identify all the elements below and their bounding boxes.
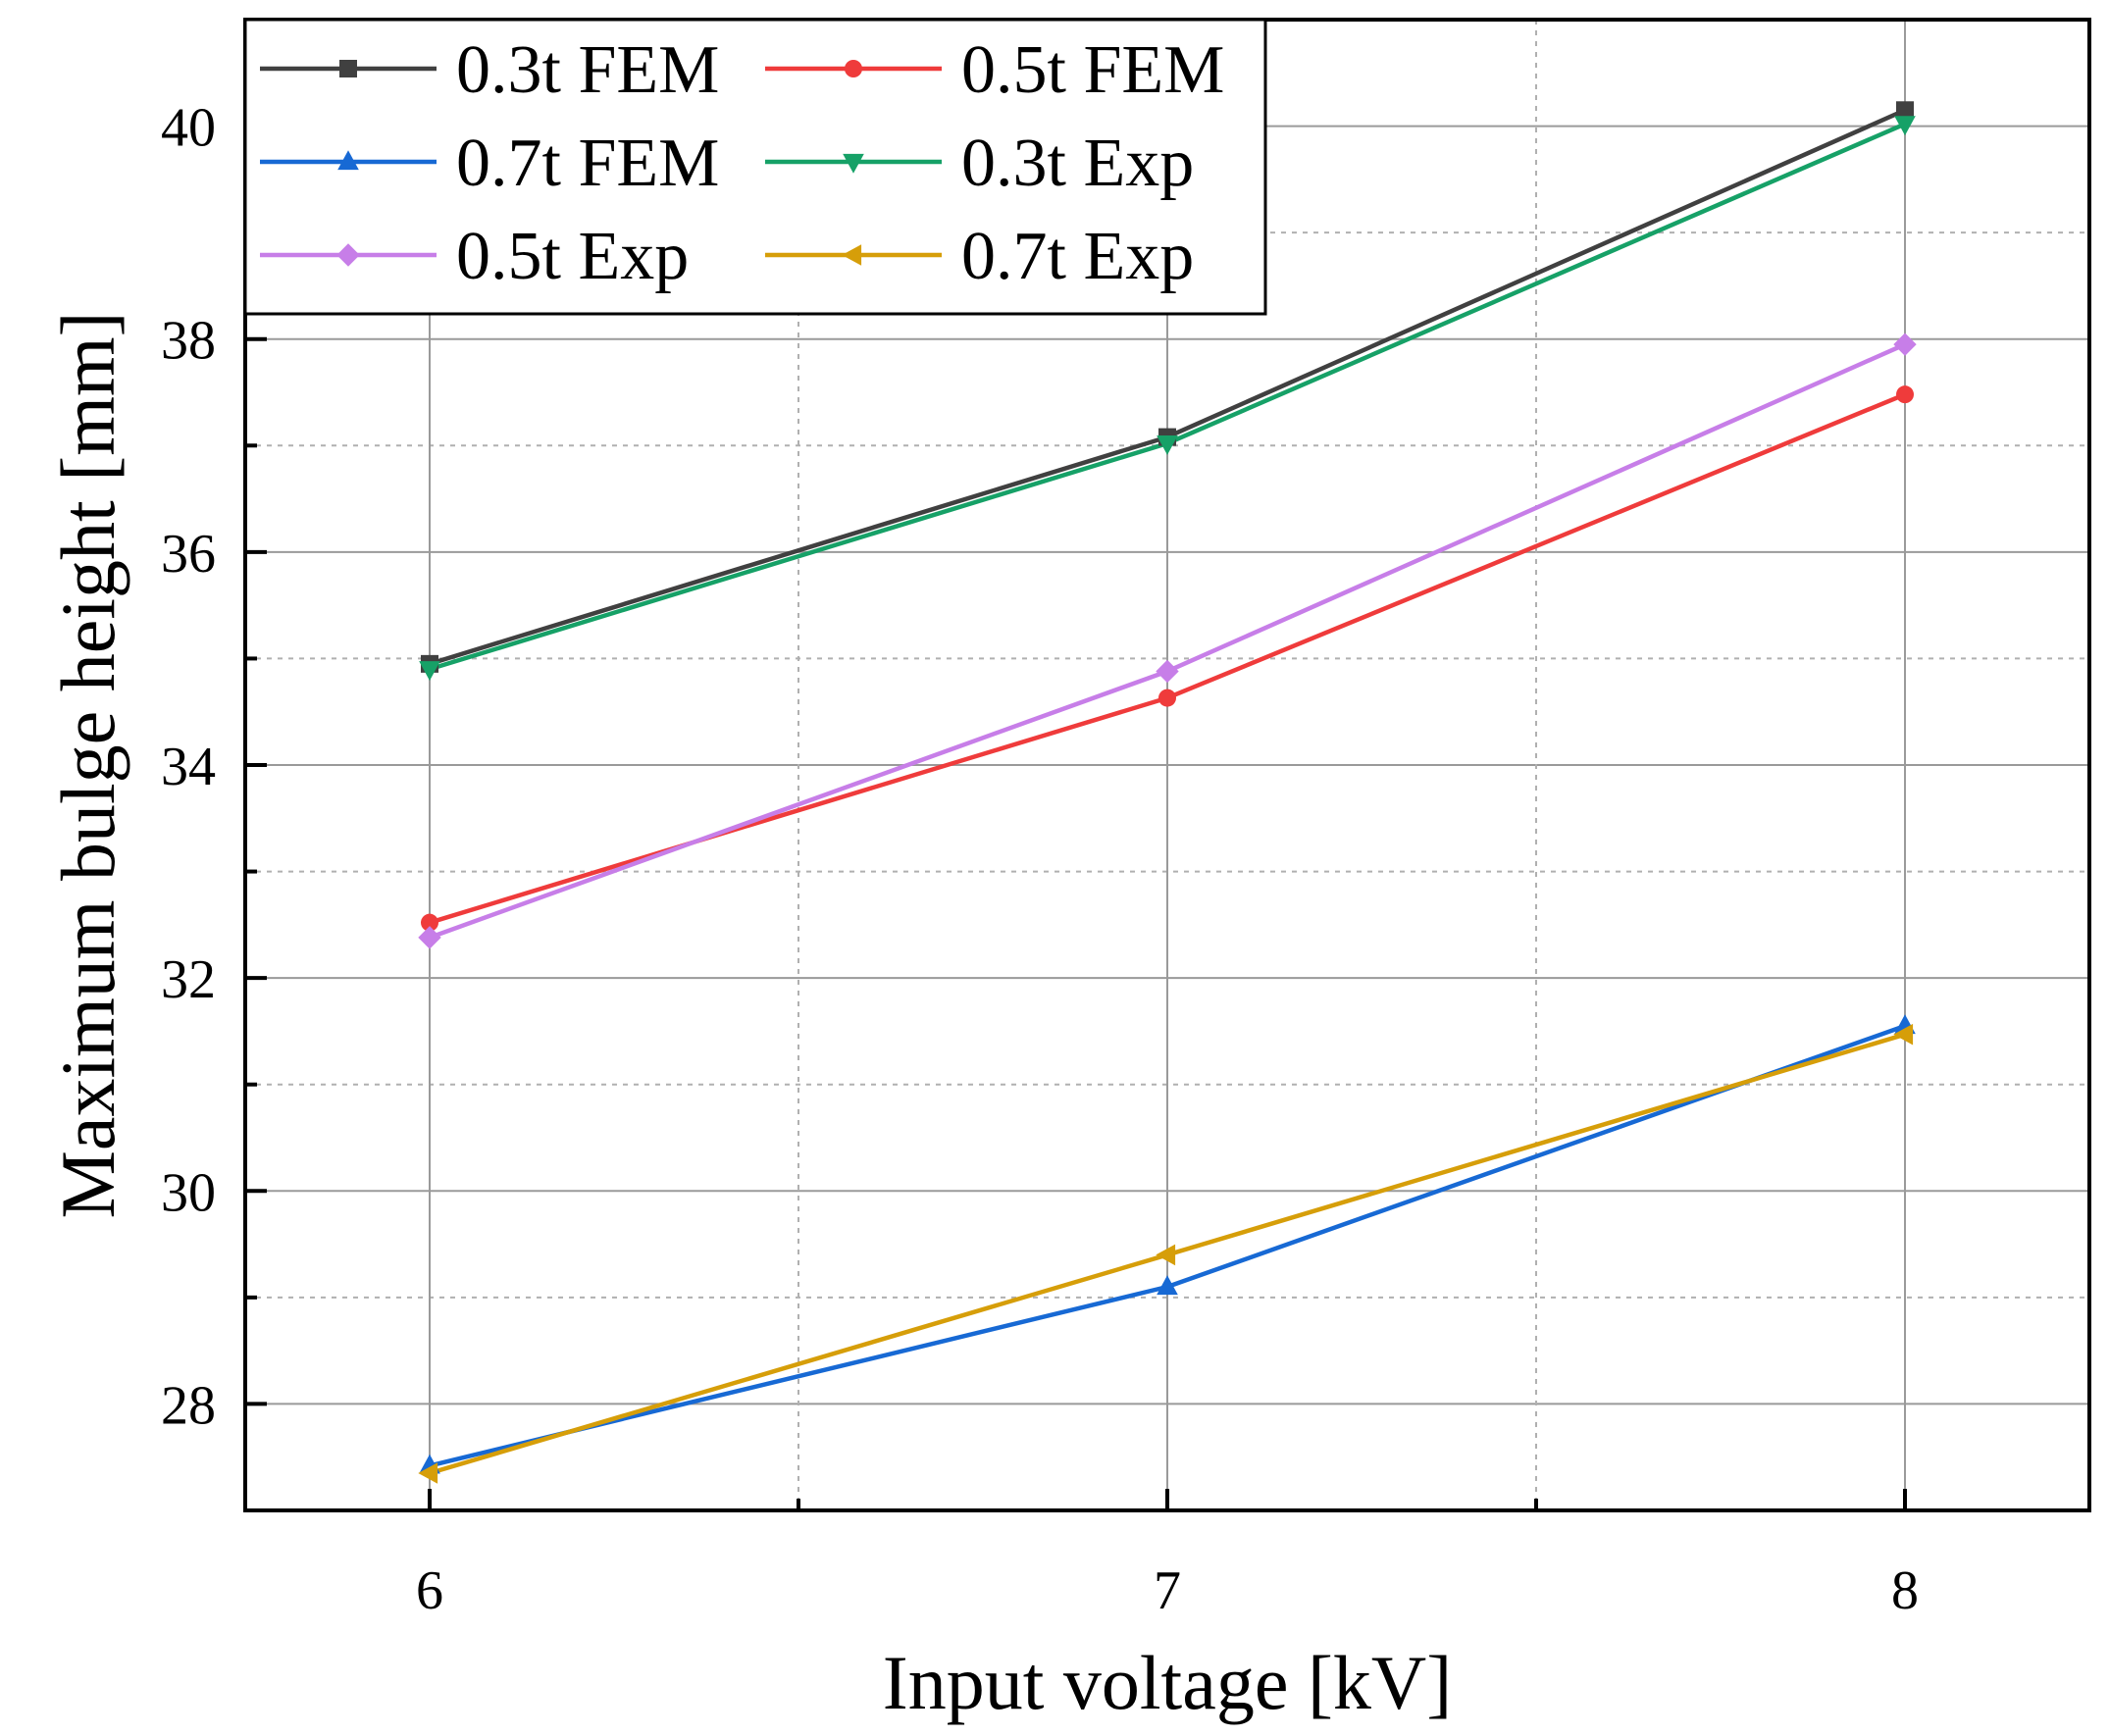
legend-label-0-7t-fem: 0.7t FEM	[456, 126, 719, 201]
ticks: 28 30 32 34 36 38 40 6 7 8	[161, 98, 1919, 1621]
marker-layer	[418, 101, 1917, 1484]
data-point-0-5t-exp	[1893, 332, 1917, 356]
x-tick-label: 8	[1891, 1560, 1919, 1621]
y-tick-label: 32	[161, 949, 216, 1010]
y-axis-title: Maximum bulge height [mm]	[45, 311, 130, 1218]
data-point-0-5t-fem	[421, 913, 438, 932]
legend-label-0-5t-exp: 0.5t Exp	[456, 219, 689, 294]
data-point-0-7t-exp	[418, 1462, 438, 1484]
x-axis-title: Input voltage [kV]	[883, 1640, 1453, 1725]
y-tick-label: 38	[161, 311, 216, 372]
data-point-0-5t-exp	[418, 926, 441, 949]
legend-label-0-5t-fem: 0.5t FEM	[961, 32, 1224, 108]
y-tick-label: 34	[161, 737, 216, 797]
y-tick-label: 28	[161, 1375, 216, 1436]
y-tick-label: 40	[161, 98, 216, 159]
data-point-0-7t-exp	[1156, 1244, 1176, 1266]
data-point-0-3t-exp	[419, 661, 440, 681]
legend-marker-0-7t-exp	[842, 244, 862, 266]
data-point-0-5t-fem	[1158, 689, 1176, 707]
data-point-0-5t-exp	[1156, 659, 1179, 684]
legend: 0.3t FEM 0.5t FEM 0.7t FEM 0.3t Exp 0.5t Exp…	[243, 18, 1267, 316]
data-point-0-3t-fem	[1896, 101, 1914, 120]
x-tick-label: 7	[1154, 1560, 1181, 1621]
y-tick-label: 30	[161, 1162, 216, 1223]
legend-marker-0-5t-fem	[845, 60, 862, 77]
legend-marker-0-7t-fem	[337, 150, 359, 171]
legend-marker-0-5t-exp	[336, 243, 360, 267]
legend-label-0-3t-fem: 0.3t FEM	[456, 32, 719, 108]
data-point-0-7t-exp	[1893, 1023, 1914, 1046]
data-point-0-3t-exp	[1894, 116, 1916, 136]
data-point-0-5t-fem	[1896, 385, 1914, 404]
data-point-0-3t-exp	[1157, 435, 1178, 455]
legend-marker-0-3t-exp	[843, 153, 864, 174]
data-point-0-7t-fem	[1157, 1275, 1178, 1296]
x-tick-label: 6	[416, 1560, 443, 1621]
y-tick-label: 36	[161, 524, 216, 585]
legend-marker-0-3t-fem	[339, 60, 357, 77]
legend-label-0-7t-exp: 0.7t Exp	[961, 219, 1194, 294]
legend-label-0-3t-exp: 0.3t Exp	[961, 126, 1194, 201]
